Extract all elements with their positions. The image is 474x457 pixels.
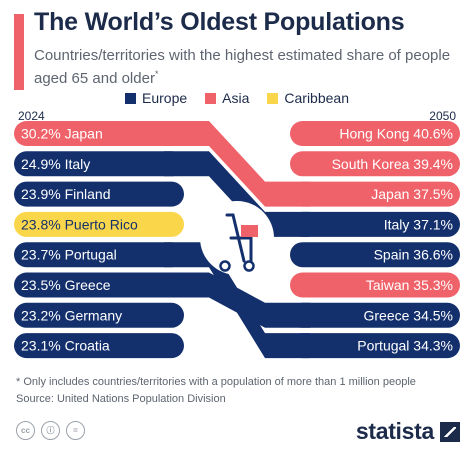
by-icon[interactable]: ⓘ	[41, 421, 60, 440]
right-pill-south-korea: South Korea 39.4%	[290, 151, 460, 177]
link-japan	[164, 121, 310, 207]
cc-icon[interactable]: cc	[16, 421, 35, 440]
source-note: Source: United Nations Population Divisi…	[16, 393, 226, 405]
brand-name: statista	[355, 418, 434, 444]
legend-swatch-caribbean	[267, 92, 279, 104]
left-bar-greece	[14, 272, 184, 298]
right-bar-spain	[290, 242, 460, 268]
left-bar-puerto-rico	[14, 211, 184, 237]
right-pill-portugal: Portugal 34.3%	[290, 333, 460, 359]
brand-mark-icon	[440, 421, 460, 442]
legend-swatch-asia	[205, 92, 217, 104]
right-year-label: 2050	[429, 109, 456, 123]
left-bar-croatia	[14, 333, 184, 359]
right-pill-spain: Spain 36.6%	[290, 242, 460, 268]
connector-links	[164, 121, 310, 359]
right-pill-italy: Italy 37.1%	[290, 211, 460, 237]
left-label-greece: 23.5% Greece	[21, 277, 111, 293]
right-label-south-korea: South Korea 39.4%	[332, 156, 453, 172]
brand-logo[interactable]: statista	[356, 418, 460, 445]
link-italy	[164, 151, 310, 237]
left-label-finland: 23.9% Finland	[21, 186, 111, 202]
legend-label-asia: Asia	[222, 90, 250, 106]
left-label-italy: 24.9% Italy	[21, 156, 90, 172]
left-pill-japan: 30.2% Japan	[14, 121, 184, 146]
left-bar-italy	[14, 151, 184, 177]
left-bar-portugal	[14, 242, 184, 268]
right-label-italy: Italy 37.1%	[384, 216, 453, 232]
subtitle-footnote-mark: *	[154, 69, 159, 79]
right-bar-greece	[290, 302, 460, 328]
right-pill-hong-kong: Hong Kong 40.6%	[290, 121, 460, 146]
license-icons: cc ⓘ =	[16, 421, 85, 440]
legend-swatch-europe	[125, 92, 136, 104]
right-pill-taiwan: Taiwan 35.3%	[290, 272, 460, 298]
left-pill-greece: 23.5% Greece	[14, 272, 184, 298]
legend-item-asia: Asia	[205, 90, 249, 106]
right-pill-japan: Japan 37.5%	[290, 181, 460, 207]
walker-icon	[200, 201, 274, 275]
left-bar-finland	[14, 181, 184, 207]
subtitle-text: Countries/territories with the highest e…	[34, 47, 451, 87]
left-bar-germany	[14, 302, 184, 328]
left-pill-croatia: 23.1% Croatia	[14, 333, 184, 359]
left-label-portugal: 23.7% Portugal	[21, 247, 117, 263]
legend: Europe Asia Caribbean	[0, 90, 474, 106]
right-bar-portugal	[290, 333, 460, 359]
left-pill-finland: 23.9% Finland	[14, 181, 184, 207]
left-label-puerto-rico: 23.8% Puerto Rico	[21, 216, 138, 232]
nd-icon[interactable]: =	[66, 421, 85, 440]
link-greece	[164, 272, 310, 328]
right-label-portugal: Portugal 34.3%	[357, 338, 453, 354]
right-bar-taiwan	[290, 272, 460, 298]
right-bar-italy	[290, 211, 460, 237]
legend-item-europe: Europe	[125, 90, 187, 106]
legend-label-europe: Europe	[142, 90, 188, 106]
ranking-pills: 30.2% Japan 24.9% Italy 23.9% Finland 23.8%…	[14, 121, 460, 359]
left-pill-portugal: 23.7% Portugal	[14, 242, 184, 268]
right-label-taiwan: Taiwan 35.3%	[366, 277, 453, 293]
right-pill-greece: Greece 34.5%	[290, 302, 460, 328]
left-pill-italy: 24.9% Italy	[14, 151, 184, 177]
legend-item-caribbean: Caribbean	[267, 90, 349, 106]
right-label-greece: Greece 34.5%	[364, 307, 454, 323]
page-subtitle: Countries/territories with the highest e…	[34, 46, 464, 88]
right-bar-hong-kong	[290, 121, 460, 146]
footnote: * Only includes countries/territories wi…	[16, 376, 416, 388]
right-label-japan: Japan 37.5%	[371, 186, 453, 202]
right-bar-south-korea	[290, 151, 460, 177]
right-label-hong-kong: Hong Kong 40.6%	[339, 126, 453, 142]
right-bar-japan	[290, 181, 460, 207]
right-label-spain: Spain 36.6%	[374, 247, 453, 263]
left-pill-puerto-rico: 23.8% Puerto Rico	[14, 211, 184, 237]
left-label-croatia: 23.1% Croatia	[21, 338, 110, 354]
left-year-label: 2024	[18, 109, 45, 123]
left-label-germany: 23.2% Germany	[21, 307, 122, 323]
page-title: The World’s Oldest Populations	[34, 8, 405, 36]
left-pill-germany: 23.2% Germany	[14, 302, 184, 328]
title-accent-bar	[14, 14, 24, 90]
left-bar-japan	[14, 121, 184, 146]
left-label-japan: 30.2% Japan	[21, 126, 103, 142]
legend-label-caribbean: Caribbean	[284, 90, 349, 106]
